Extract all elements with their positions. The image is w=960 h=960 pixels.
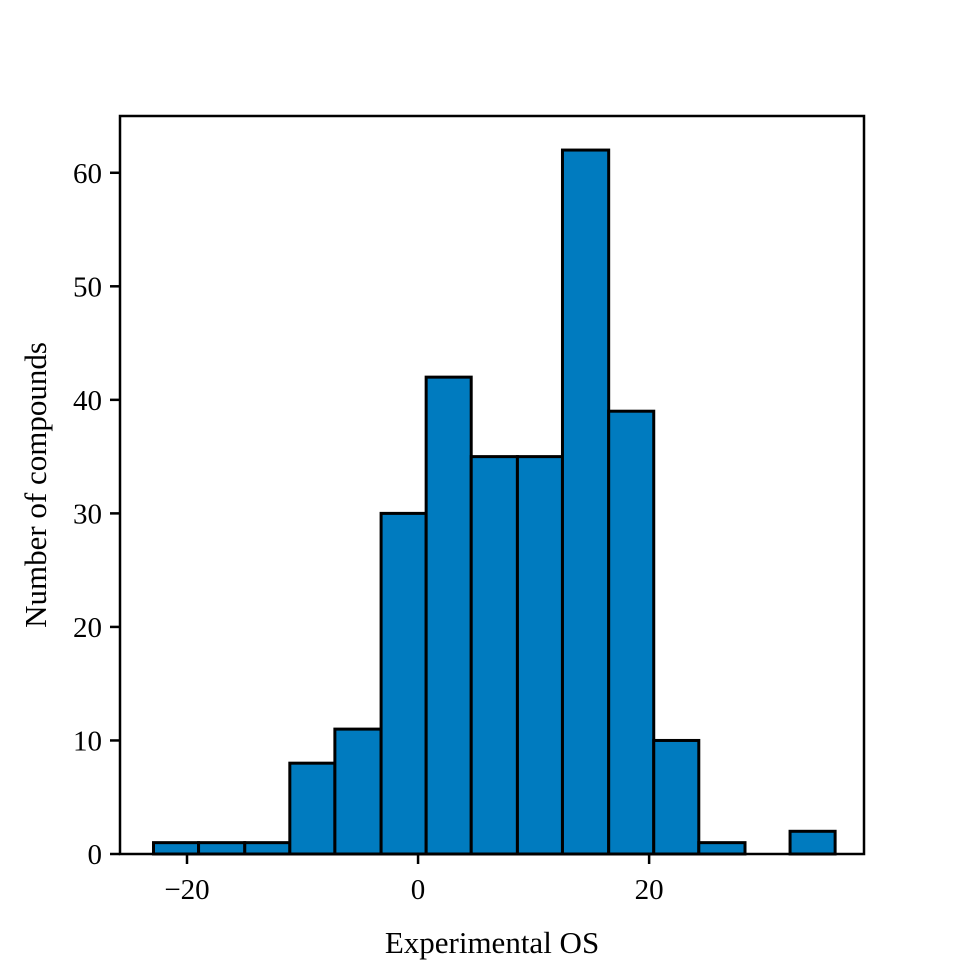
histogram-bar-7 <box>469 455 519 856</box>
x-axis-label: Experimental OS <box>385 925 599 960</box>
histogram-bar-1 <box>197 841 247 856</box>
histogram-bar-12 <box>697 841 747 856</box>
histogram-bar-0 <box>152 841 201 856</box>
histogram-bar-8 <box>515 455 564 856</box>
histogram-bar-2 <box>243 841 292 856</box>
y-tick-label: 60 <box>73 158 102 190</box>
histogram-bar-5 <box>379 511 428 856</box>
histogram-bar-14 <box>788 829 837 856</box>
histogram-bar-4 <box>333 727 383 856</box>
y-axis-label: Number of compounds <box>18 342 53 628</box>
y-tick-label: 0 <box>88 839 103 871</box>
histogram-bar-9 <box>560 148 611 856</box>
x-tick-label: 0 <box>411 874 426 906</box>
y-tick-label: 10 <box>73 725 102 757</box>
histogram-bar-3 <box>288 761 337 856</box>
plot-frame <box>118 114 866 856</box>
x-tick-label: −20 <box>164 874 209 906</box>
y-tick-label: 20 <box>73 612 102 644</box>
y-tick-label: 40 <box>73 385 102 417</box>
histogram-bar-10 <box>607 409 656 856</box>
x-axis-ticks: −20 0 20 <box>164 854 664 906</box>
histogram-bar-6 <box>424 375 473 856</box>
bars-group <box>152 148 837 856</box>
histogram-bar-11 <box>652 738 701 856</box>
y-axis-ticks: 0 10 20 30 40 50 60 <box>73 158 120 871</box>
y-tick-label: 50 <box>73 271 102 303</box>
x-tick-label: 20 <box>635 874 664 906</box>
y-tick-label: 30 <box>73 498 102 530</box>
